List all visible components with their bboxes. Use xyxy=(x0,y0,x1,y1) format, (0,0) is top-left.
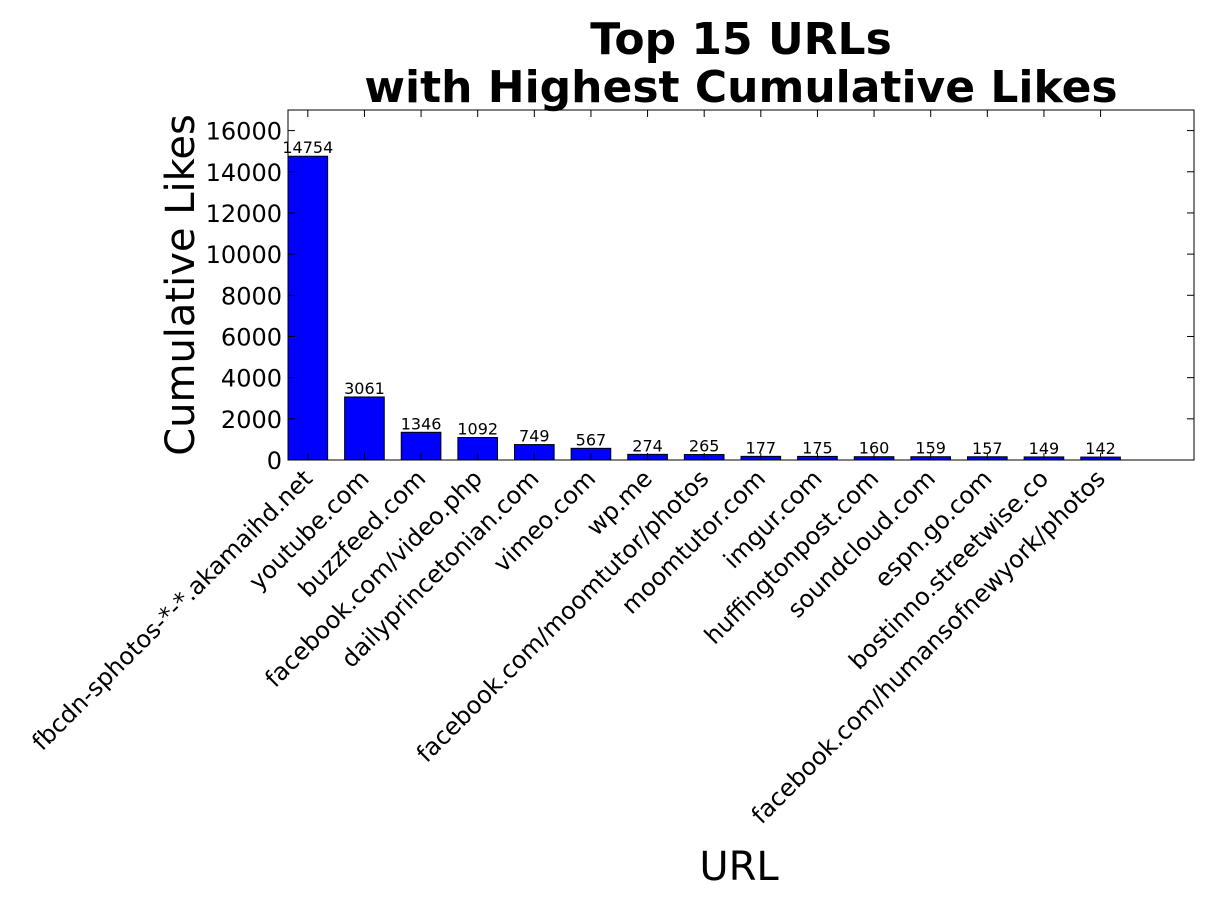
data-label-2: 3061 xyxy=(344,379,385,398)
data-label-12: 159 xyxy=(915,439,946,458)
y-tick-label-12000: 12000 xyxy=(206,200,282,228)
x-tick-label-1: fbcdn-sphotos-*-*.akamaihd.net xyxy=(27,464,319,756)
bar-2 xyxy=(344,396,385,461)
y-tick-label-16000: 16000 xyxy=(206,118,282,146)
y-tick-label-8000: 8000 xyxy=(221,282,282,310)
chart-title-line-1: Top 15 URLs xyxy=(590,14,892,65)
data-label-4: 1092 xyxy=(457,420,498,439)
y-tick-label-4000: 4000 xyxy=(221,365,282,393)
data-label-7: 274 xyxy=(632,436,663,455)
data-label-1: 14754 xyxy=(282,138,333,157)
y-tick-label-0: 0 xyxy=(267,447,282,475)
data-label-8: 265 xyxy=(689,437,720,456)
y-axis-label: Cumulative Likes xyxy=(158,114,204,456)
data-label-10: 175 xyxy=(802,438,833,457)
y-tick-label-14000: 14000 xyxy=(206,159,282,187)
y-tick-label-6000: 6000 xyxy=(221,323,282,351)
data-label-9: 177 xyxy=(746,438,777,457)
data-label-13: 157 xyxy=(972,439,1003,458)
y-tick-label-2000: 2000 xyxy=(221,406,282,434)
data-label-6: 567 xyxy=(576,430,607,449)
data-label-15: 142 xyxy=(1085,439,1116,458)
data-label-5: 749 xyxy=(519,427,550,446)
data-label-11: 160 xyxy=(859,439,890,458)
data-label-3: 1346 xyxy=(401,414,442,433)
bar-1 xyxy=(287,155,329,461)
x-axis-label: URL xyxy=(699,844,779,890)
data-label-14: 149 xyxy=(1029,439,1060,458)
plot-frame xyxy=(287,109,1195,461)
chart-title-line-2: with Highest Cumulative Likes xyxy=(364,62,1117,113)
y-tick-label-10000: 10000 xyxy=(206,241,282,269)
